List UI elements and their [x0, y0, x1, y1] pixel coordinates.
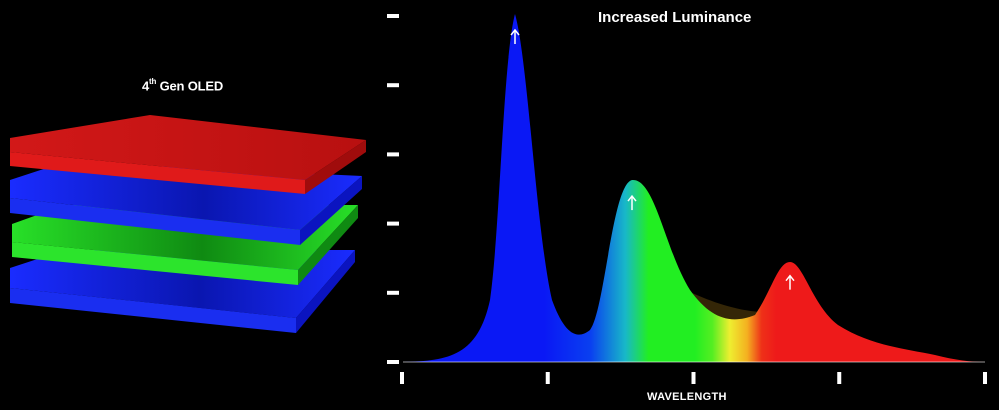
y-tick	[387, 290, 399, 295]
x-tick	[983, 372, 987, 384]
x-axis-ticks	[400, 372, 987, 384]
x-tick	[691, 372, 696, 384]
oled-layer-stack	[10, 115, 366, 333]
green-peak-arrow-icon	[627, 194, 637, 211]
y-axis-ticks	[387, 14, 399, 364]
peak-arrows	[510, 28, 795, 290]
chart-title: Increased Luminance	[598, 9, 752, 26]
stack-label-superscript: th	[149, 77, 157, 86]
stack-label: 4th Gen OLED	[142, 77, 262, 94]
stack-label-text: Gen OLED	[156, 78, 224, 94]
y-tick	[387, 14, 399, 18]
x-tick	[545, 372, 550, 384]
red-peak-arrow-icon	[785, 274, 795, 290]
x-axis-label: WAVELENGTH	[647, 391, 727, 403]
y-tick	[387, 152, 399, 157]
red-layer	[10, 115, 366, 194]
y-tick	[387, 360, 399, 364]
blue-peak-arrow-icon	[510, 28, 520, 44]
spectrum-area	[403, 14, 985, 362]
stack-label-number: 4	[142, 78, 150, 94]
x-tick	[400, 372, 404, 384]
y-tick	[387, 83, 399, 88]
y-tick	[387, 221, 399, 226]
x-tick	[837, 372, 842, 384]
spectrum-chart	[387, 14, 987, 384]
